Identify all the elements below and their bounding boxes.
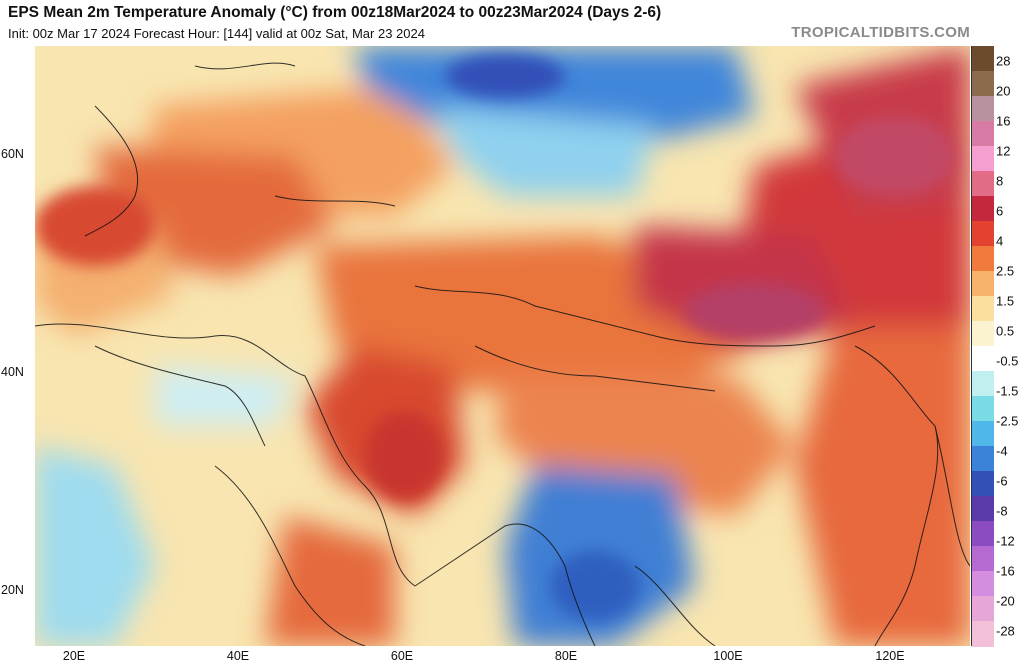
- lon-label-100e: 100E: [713, 649, 743, 663]
- colorbar-swatch: [972, 246, 994, 272]
- colorbar-swatch: [972, 471, 994, 497]
- colorbar-swatch: [972, 446, 994, 472]
- colorbar-swatch: [972, 521, 994, 547]
- colorbar-label: 8: [996, 173, 1004, 189]
- colorbar-swatch: [972, 221, 994, 247]
- colorbar-swatch: [972, 121, 994, 147]
- lon-label-60e: 60E: [390, 649, 414, 663]
- colorbar-label: 12: [996, 143, 1011, 159]
- chart-title: EPS Mean 2m Temperature Anomaly (°C) fro…: [8, 4, 662, 21]
- lon-label-40e: 40E: [226, 649, 250, 663]
- colorbar-label: 28: [996, 53, 1011, 69]
- brand-watermark: TROPICALTIDBITS.COM: [791, 24, 970, 41]
- colorbar-label: 2.5: [996, 263, 1015, 279]
- colorbar-swatch: [972, 346, 994, 372]
- colorbar-swatch: [972, 96, 994, 122]
- colorbar-swatch: [972, 271, 994, 297]
- anomaly-highlights: [35, 54, 955, 621]
- lat-label-20n: 20N: [1, 583, 24, 597]
- colorbar-label: 1.5: [996, 293, 1015, 309]
- colorbar-swatch: [972, 371, 994, 397]
- colorbar-swatch: [972, 146, 994, 172]
- colorbar-swatch: [972, 321, 994, 347]
- colorbar-label: -16: [996, 563, 1015, 579]
- colorbar: [971, 46, 994, 647]
- colorbar-swatch: [972, 421, 994, 447]
- colorbar-label: -0.5: [996, 353, 1019, 369]
- colorbar-swatch: [972, 571, 994, 597]
- colorbar-swatch: [972, 171, 994, 197]
- colorbar-label: -20: [996, 593, 1015, 609]
- colorbar-swatch: [972, 496, 994, 522]
- lat-label-40n: 40N: [1, 365, 24, 379]
- colorbar-swatch: [972, 546, 994, 572]
- colorbar-swatch: [972, 396, 994, 422]
- colorbar-swatch: [972, 296, 994, 322]
- lat-label-60n: 60N: [1, 147, 24, 161]
- colorbar-label: 4: [996, 233, 1004, 249]
- colorbar-label: -8: [996, 503, 1008, 519]
- chart-subtitle: Init: 00z Mar 17 2024 Forecast Hour: [14…: [8, 26, 425, 41]
- colorbar-label: -4: [996, 443, 1008, 459]
- lon-label-20e: 20E: [62, 649, 86, 663]
- colorbar-label: 16: [996, 113, 1011, 129]
- lon-label-120e: 120E: [875, 649, 905, 663]
- colorbar-label: 20: [996, 83, 1011, 99]
- anomaly-map-canvas: [35, 46, 970, 646]
- colorbar-label: -6: [996, 473, 1008, 489]
- colorbar-swatch: [972, 596, 994, 622]
- colorbar-swatch: [972, 621, 994, 647]
- coastlines-borders: [35, 62, 970, 646]
- colorbar-swatch: [972, 71, 994, 97]
- lon-label-80e: 80E: [554, 649, 578, 663]
- anomaly-map: [35, 46, 970, 646]
- colorbar-label: -12: [996, 533, 1015, 549]
- colorbar-label: -1.5: [996, 383, 1019, 399]
- colorbar-label: 0.5: [996, 323, 1015, 339]
- colorbar-label: -2.5: [996, 413, 1019, 429]
- colorbar-swatch: [972, 46, 994, 72]
- colorbar-label: 6: [996, 203, 1004, 219]
- colorbar-swatch: [972, 196, 994, 222]
- colorbar-label: -28: [996, 623, 1015, 639]
